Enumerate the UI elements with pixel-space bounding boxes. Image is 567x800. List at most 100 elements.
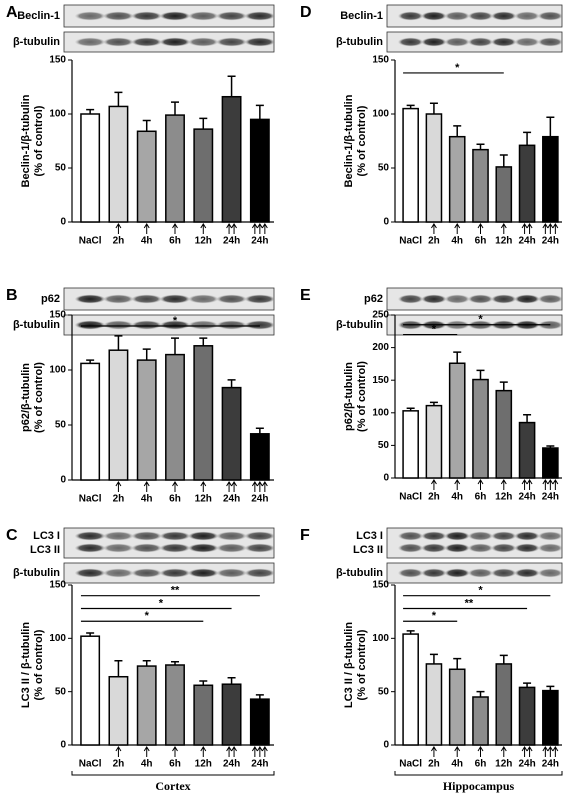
bar bbox=[402, 410, 419, 479]
arrow bbox=[143, 223, 150, 234]
x-tick-label: 4h bbox=[141, 494, 153, 505]
arrow bbox=[200, 481, 207, 492]
error-bar bbox=[453, 657, 462, 670]
arrow bbox=[231, 223, 237, 234]
error-bar bbox=[406, 630, 415, 635]
error-bar bbox=[406, 104, 415, 109]
error-bar bbox=[199, 680, 208, 686]
blot-band bbox=[444, 294, 471, 304]
y-axis-label: LC3 II / β-tubulin bbox=[343, 622, 355, 708]
blot-label: p62 bbox=[41, 293, 60, 305]
error-bar bbox=[453, 351, 462, 364]
y-tick-label: 150 bbox=[49, 310, 66, 321]
x-tick-label: 4h bbox=[451, 492, 463, 503]
x-tick-label: 24h bbox=[223, 759, 240, 770]
blot-band bbox=[397, 11, 424, 21]
arrow bbox=[251, 223, 258, 234]
blot-band bbox=[421, 294, 447, 304]
blot-band bbox=[102, 11, 134, 21]
significance-star: * bbox=[145, 610, 150, 622]
blot-band bbox=[537, 543, 564, 553]
x-tick-label: 12h bbox=[195, 759, 212, 770]
arrow bbox=[500, 223, 507, 234]
blot-label: Beclin-1 bbox=[340, 10, 383, 22]
x-tick-label: 6h bbox=[475, 492, 487, 503]
panel-letter: D bbox=[300, 4, 312, 21]
blot-band bbox=[244, 11, 276, 21]
blot-band bbox=[159, 568, 191, 578]
bar bbox=[425, 663, 443, 746]
blot-band bbox=[187, 531, 219, 541]
x-tick-label: 6h bbox=[169, 494, 181, 505]
bar bbox=[80, 113, 101, 223]
x-tick-label: 24h bbox=[542, 759, 559, 770]
blot-band bbox=[74, 568, 106, 578]
arrow bbox=[231, 746, 237, 757]
blot-label: LC3 II bbox=[353, 544, 383, 556]
y-tick-label: 0 bbox=[383, 473, 389, 484]
x-tick-label: NaCl bbox=[399, 236, 422, 247]
error-bar bbox=[171, 337, 179, 355]
significance-star: * bbox=[432, 610, 437, 622]
x-tick-label: 24h bbox=[518, 759, 535, 770]
y-tick-label: 150 bbox=[49, 580, 66, 591]
blot-band bbox=[187, 37, 219, 47]
error-bar bbox=[142, 348, 151, 361]
y-tick-label: 0 bbox=[60, 217, 66, 228]
y-tick-label: 100 bbox=[49, 633, 66, 644]
error-bar bbox=[86, 359, 95, 364]
blot-band bbox=[421, 11, 447, 21]
blot-band bbox=[131, 320, 163, 330]
arrow bbox=[261, 481, 268, 492]
arrow bbox=[477, 746, 484, 757]
blot-band bbox=[397, 294, 424, 304]
bar bbox=[472, 148, 489, 223]
blot-band bbox=[187, 568, 219, 578]
arrow bbox=[526, 223, 533, 234]
significance-star: * bbox=[432, 323, 437, 335]
blot-label: β-tubulin bbox=[13, 319, 60, 331]
blot-band bbox=[490, 568, 517, 578]
significance-star: * bbox=[159, 597, 164, 609]
x-tick-label: 6h bbox=[475, 759, 487, 770]
blot-label: LC3 I bbox=[356, 530, 383, 542]
error-bar bbox=[499, 381, 508, 391]
significance-star: * bbox=[478, 585, 483, 597]
arrow bbox=[261, 223, 268, 234]
blot-band bbox=[244, 543, 276, 553]
bar bbox=[518, 686, 536, 746]
bar bbox=[518, 144, 536, 223]
arrow bbox=[115, 223, 122, 234]
arrow bbox=[542, 479, 549, 490]
blot-label: LC3 II bbox=[30, 544, 60, 556]
x-tick-label: 12h bbox=[495, 759, 512, 770]
y-tick-label: 50 bbox=[378, 163, 390, 174]
error-bar bbox=[499, 154, 508, 167]
x-tick-label: 12h bbox=[195, 494, 212, 505]
x-tick-label: 4h bbox=[451, 236, 463, 247]
arrow bbox=[115, 746, 122, 757]
bar bbox=[193, 345, 214, 481]
blot-band bbox=[216, 568, 248, 578]
blot-band bbox=[159, 11, 191, 21]
bar bbox=[249, 698, 270, 746]
blot-label: β-tubulin bbox=[336, 36, 383, 48]
bar bbox=[165, 353, 185, 481]
bar bbox=[402, 107, 419, 223]
blot-band bbox=[187, 543, 219, 553]
arrow bbox=[172, 481, 178, 492]
x-tick-label: 6h bbox=[475, 236, 487, 247]
y-axis-label: Beclin-1/β-tubulin bbox=[343, 94, 355, 187]
blot-band bbox=[216, 37, 248, 47]
blot-band bbox=[131, 543, 163, 553]
error-bar bbox=[114, 335, 123, 351]
error-bar bbox=[476, 690, 485, 697]
x-tick-label: 12h bbox=[495, 492, 512, 503]
error-bar bbox=[86, 108, 95, 114]
y-axis-label: p62/β-tubulin bbox=[20, 363, 32, 432]
arrow bbox=[256, 746, 263, 757]
bar bbox=[108, 105, 129, 223]
blot-band bbox=[187, 11, 219, 21]
bar bbox=[221, 95, 242, 223]
